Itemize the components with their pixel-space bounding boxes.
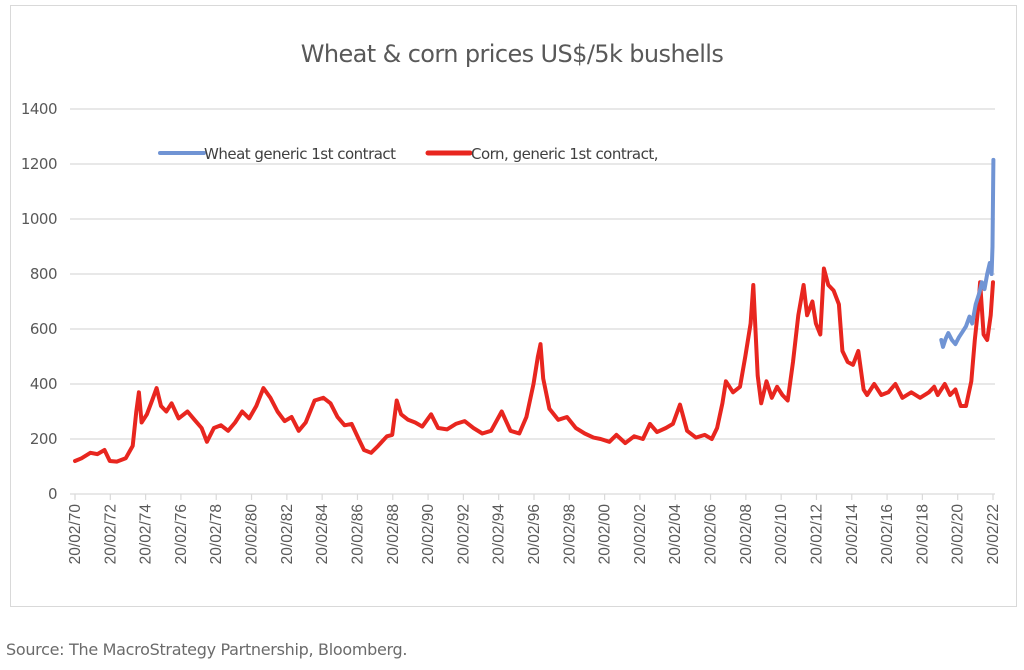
- x-tick-label: 20/02/94: [491, 504, 508, 565]
- x-tick-label: 20/02/80: [244, 504, 261, 565]
- x-tick-label: 20/02/00: [597, 504, 614, 565]
- x-tick-label: 20/02/08: [738, 504, 755, 564]
- x-tick-label: 20/02/20: [950, 504, 967, 565]
- legend-item-corn: Corn, generic 1st contract,: [425, 145, 659, 163]
- x-axis-ticks: 20/02/70 20/02/72 20/02/74 20/02/76 20/02/78…: [67, 494, 1002, 564]
- x-tick-label: 20/02/78: [208, 504, 225, 564]
- x-tick-label: 20/02/06: [703, 504, 720, 564]
- y-tick-label: 0: [48, 485, 57, 503]
- x-tick-label: 20/02/82: [279, 504, 296, 564]
- y-tick-label: 200: [30, 430, 57, 448]
- series-line-wheat: [939, 157, 996, 349]
- x-tick-label: 20/02/76: [173, 504, 190, 564]
- source-note: Source: The MacroStrategy Partnership, B…: [6, 640, 408, 659]
- line-chart: Wheat & corn prices US$/5k bushells 0 200…: [21, 40, 1002, 564]
- x-tick-label: 20/02/74: [138, 504, 155, 565]
- chart-frame: [10, 5, 1017, 607]
- x-tick-label: 20/02/92: [455, 504, 472, 564]
- x-tick-label: 20/02/18: [914, 504, 931, 564]
- series-line-corn: [73, 266, 995, 464]
- y-tick-label: 800: [30, 265, 57, 283]
- y-tick-label: 1000: [21, 210, 57, 228]
- legend-label-wheat: Wheat generic 1st contract: [204, 145, 396, 163]
- y-tick-label: 400: [30, 375, 57, 393]
- x-tick-label: 20/02/86: [349, 504, 366, 564]
- x-tick-label: 20/02/98: [561, 504, 578, 564]
- legend-item-wheat: Wheat generic 1st contract: [158, 145, 397, 163]
- x-tick-label: 20/02/84: [314, 504, 331, 565]
- x-tick-label: 20/02/70: [67, 504, 84, 565]
- x-tick-label: 20/02/88: [385, 504, 402, 564]
- x-tick-label: 20/02/72: [102, 504, 119, 564]
- y-tick-label: 600: [30, 320, 57, 338]
- x-tick-label: 20/02/04: [667, 504, 684, 565]
- x-tick-label: 20/02/22: [985, 504, 1002, 564]
- chart-title: Wheat & corn prices US$/5k bushells: [301, 40, 724, 68]
- x-tick-label: 20/02/12: [808, 504, 825, 564]
- x-tick-label: 20/02/16: [879, 504, 896, 564]
- legend: Wheat generic 1st contract Corn, generic…: [158, 145, 659, 163]
- gridlines: [70, 108, 995, 440]
- y-tick-label: 1400: [21, 100, 57, 118]
- x-tick-label: 20/02/02: [632, 504, 649, 564]
- series-lines: [73, 157, 996, 464]
- legend-label-corn: Corn, generic 1st contract,: [471, 145, 658, 163]
- y-tick-label: 1200: [21, 155, 57, 173]
- x-tick-label: 20/02/14: [844, 504, 861, 565]
- y-axis-ticks: 0 200 400 600 800 1000 1200 1400: [21, 100, 58, 503]
- x-tick-label: 20/02/96: [526, 504, 543, 564]
- x-tick-label: 20/02/10: [773, 504, 790, 565]
- x-tick-label: 20/02/90: [420, 504, 437, 565]
